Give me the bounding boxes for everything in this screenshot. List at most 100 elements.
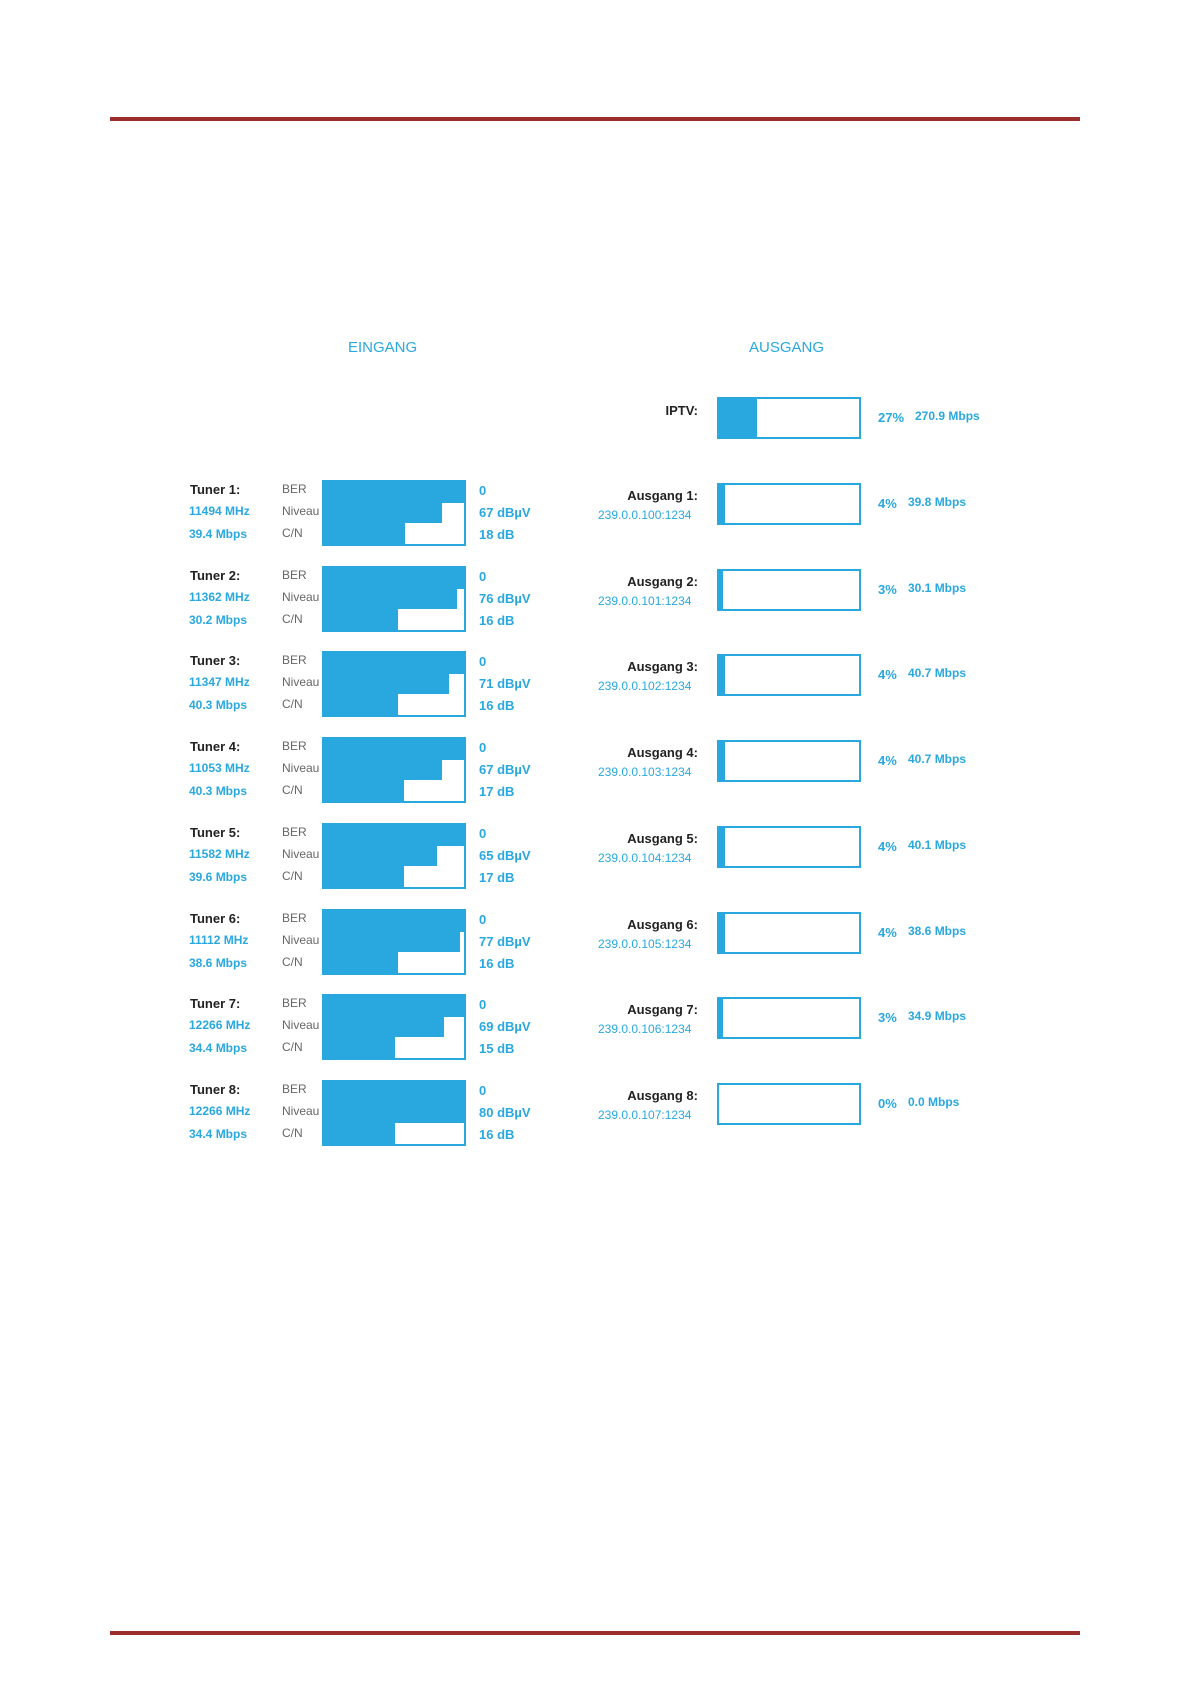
tuner-row: Tuner 1: 11494 MHz 39.4 Mbps BER Niveau C/N 0 6… <box>189 480 550 546</box>
cn-bar <box>324 951 399 973</box>
cn-value: 17 dB <box>479 784 515 800</box>
tuner-meter <box>322 908 466 975</box>
output-address: 239.0.0.106:1234 <box>598 1022 692 1037</box>
ber-label: BER <box>282 824 307 839</box>
tuner-frequency: 11582 MHz <box>189 846 250 861</box>
output-percent: 4% <box>878 924 897 940</box>
output-row: Ausgang 8: 239.0.0.107:1234 0% 0.0 Mbps <box>590 1082 1010 1127</box>
tuner-name: Tuner 1: <box>190 482 241 497</box>
tuner-frequency: 12266 MHz <box>189 1018 251 1033</box>
output-row: Ausgang 2: 239.0.0.101:1234 3% 30.1 Mbps <box>590 568 1010 613</box>
tuner-meter <box>322 1079 466 1146</box>
cn-label: C/N <box>282 783 303 798</box>
tuner-row: Tuner 7: 12266 MHz 34.4 Mbps BER Niveau C/N 0 6… <box>189 994 550 1061</box>
output-row: Ausgang 7: 239.0.0.106:1234 3% 34.9 Mbps <box>590 997 1010 1041</box>
iptv-label: IPTV: <box>665 403 698 418</box>
cn-value: 16 dB <box>479 955 515 971</box>
output-name: Ausgang 3: <box>627 659 698 675</box>
level-label: Niveau <box>282 846 320 861</box>
level-label: Niveau <box>282 589 320 604</box>
level-value: 67 dBµV <box>479 505 531 520</box>
output-meter <box>717 483 861 525</box>
output-meter <box>717 1082 861 1125</box>
output-meter-fill <box>719 656 725 695</box>
ber-bar <box>324 1081 464 1103</box>
input-heading: EINGANG <box>348 339 418 356</box>
tuner-bitrate: 39.6 Mbps <box>189 869 248 884</box>
level-value: 65 dBµV <box>479 847 531 863</box>
iptv-percent: 27% <box>878 410 905 425</box>
output-row: Ausgang 4: 239.0.0.103:1234 4% 40.7 Mbps <box>590 740 1010 784</box>
ber-bar <box>324 482 464 503</box>
iptv-rate: 270.9 Mbps <box>915 409 980 423</box>
tuner-bitrate: 40.3 Mbps <box>189 784 248 799</box>
level-label: Niveau <box>282 932 320 947</box>
ber-value: 0 <box>479 911 487 927</box>
output-percent: 3% <box>878 581 897 597</box>
output-meter <box>717 740 861 783</box>
level-label: Niveau <box>282 761 320 776</box>
output-rate: 34.9 Mbps <box>908 1009 967 1024</box>
tuner-row: Tuner 6: 11112 MHz 38.6 Mbps BER Niveau C/N 0 7… <box>189 908 550 975</box>
output-address: 239.0.0.100:1234 <box>598 508 692 522</box>
output-meter <box>717 825 861 868</box>
cn-label: C/N <box>282 1125 303 1140</box>
cn-value: 17 dB <box>479 869 515 885</box>
output-name: Ausgang 5: <box>627 830 698 846</box>
ber-bar <box>324 567 464 589</box>
output-row: Ausgang 1: 239.0.0.100:1234 4% 39.8 Mbps <box>590 483 1010 527</box>
iptv-meter-fill <box>719 399 757 437</box>
tuner-bitrate: 34.4 Mbps <box>189 1041 248 1056</box>
tuner-row: Tuner 4: 11053 MHz 40.3 Mbps BER Niveau C/N 0 6… <box>189 737 550 804</box>
output-row: Ausgang 5: 239.0.0.104:1234 4% 40.1 Mbps <box>590 825 1010 870</box>
level-value: 80 dBµV <box>479 1104 531 1120</box>
iptv-row: IPTV: 27% 270.9 Mbps <box>590 397 1010 441</box>
cn-value: 16 dB <box>479 698 515 714</box>
tuner-frequency: 11362 MHz <box>189 589 250 604</box>
tuner-frequency: 12266 MHz <box>189 1103 251 1118</box>
output-row: Ausgang 6: 239.0.0.105:1234 4% 38.6 Mbps <box>590 911 1010 956</box>
tuner-frequency: 11053 MHz <box>189 761 250 776</box>
tuner-name: Tuner 3: <box>190 653 241 669</box>
tuner-meter <box>322 651 466 718</box>
output-rate: 40.7 Mbps <box>908 666 967 681</box>
output-heading: AUSGANG <box>749 339 825 356</box>
output-rate: 40.1 Mbps <box>908 837 967 852</box>
output-meter-fill <box>719 999 724 1038</box>
ber-value: 0 <box>479 568 487 584</box>
cn-value: 16 dB <box>479 612 515 628</box>
level-bar <box>324 588 457 609</box>
output-percent: 3% <box>878 1010 897 1026</box>
ber-bar <box>324 824 464 846</box>
output-rate: 38.6 Mbps <box>908 923 967 938</box>
tuner-row: Tuner 8: 12266 MHz 34.4 Mbps BER Niveau C/N 0 8… <box>189 1079 550 1146</box>
output-meter-fill <box>719 742 725 781</box>
tuner-bitrate: 39.4 Mbps <box>189 527 248 541</box>
cn-bar <box>324 523 406 544</box>
level-bar <box>324 1017 445 1038</box>
ber-value: 0 <box>479 825 487 841</box>
output-meter-fill <box>719 913 725 952</box>
level-bar <box>324 760 442 781</box>
level-bar <box>324 845 438 866</box>
output-address: 239.0.0.104:1234 <box>598 850 692 865</box>
level-bar <box>324 931 460 952</box>
cn-bar <box>324 865 404 887</box>
output-name: Ausgang 4: <box>627 745 698 761</box>
ber-label: BER <box>282 996 307 1011</box>
output-meter <box>717 568 861 611</box>
cn-bar <box>324 1122 396 1144</box>
output-address: 239.0.0.103:1234 <box>598 765 692 780</box>
level-bar <box>324 503 442 523</box>
cn-label: C/N <box>282 954 303 969</box>
output-percent: 4% <box>878 496 897 511</box>
cn-bar <box>324 694 399 716</box>
output-address: 239.0.0.105:1234 <box>598 936 692 951</box>
level-label: Niveau <box>282 675 320 690</box>
tuner-meter <box>322 565 466 632</box>
top-rule <box>110 117 1080 121</box>
output-meter <box>717 997 861 1040</box>
output-meter-fill <box>719 570 724 609</box>
tuner-meter <box>322 480 466 546</box>
level-label: Niveau <box>282 1103 320 1118</box>
